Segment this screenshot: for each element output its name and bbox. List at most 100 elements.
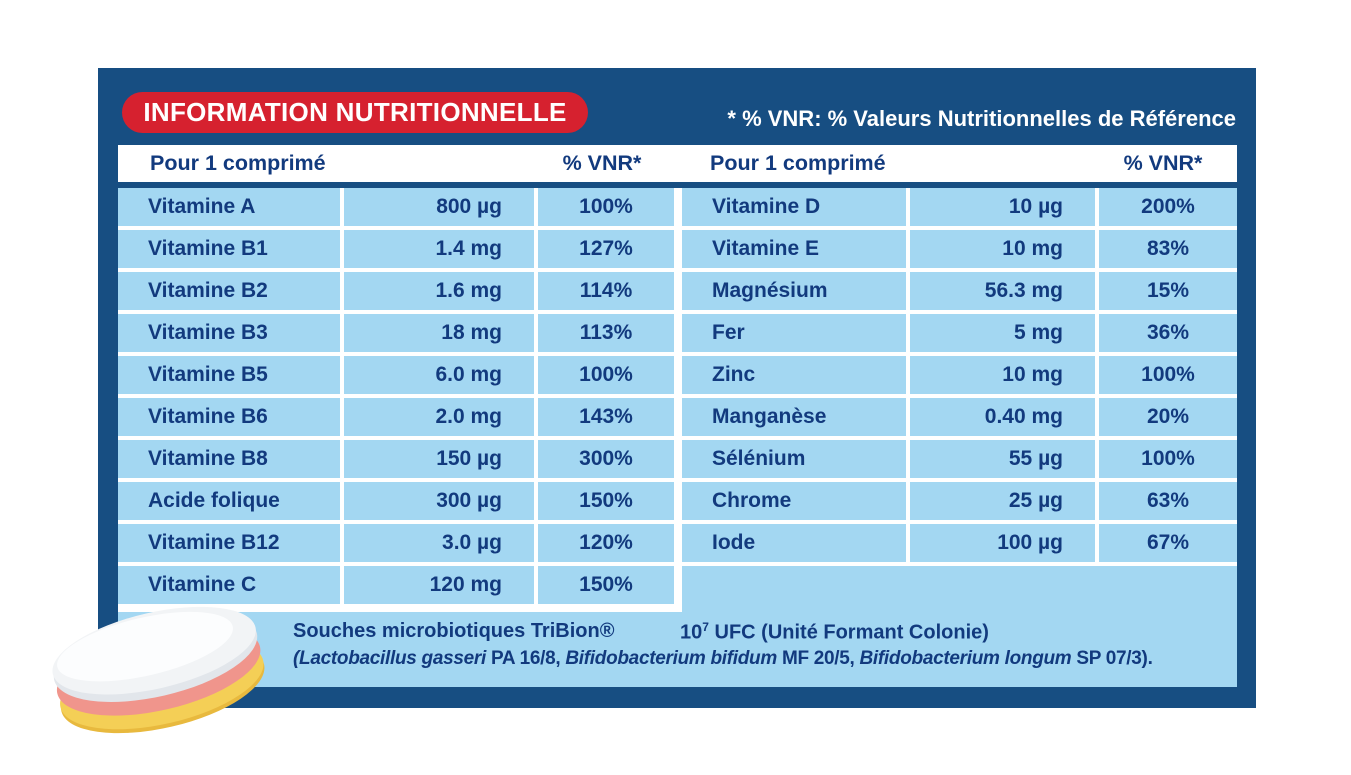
nutrient-vnr: 20% bbox=[1099, 398, 1237, 440]
nutrient-amount: 1.6 mg bbox=[344, 272, 538, 314]
right-nutrient-table: Vitamine D 10 µg 200% Vitamine E 10 mg 83% Mag… bbox=[682, 188, 1237, 566]
nutrient-amount: 25 µg bbox=[910, 482, 1099, 524]
nutrient-row: Vitamine C 120 mg 150% bbox=[118, 566, 674, 608]
nutrient-amount: 10 mg bbox=[910, 230, 1099, 272]
nutrient-name: Sélénium bbox=[682, 440, 910, 482]
nutrient-row: Vitamine B12 3.0 µg 120% bbox=[118, 524, 674, 566]
left-vnr-header: % VNR* bbox=[562, 151, 642, 175]
nutrient-amount: 800 µg bbox=[344, 188, 538, 230]
title-badge: INFORMATION NUTRITIONNELLE bbox=[122, 92, 588, 133]
nutrient-vnr: 100% bbox=[538, 188, 674, 230]
nutrient-name: Chrome bbox=[682, 482, 910, 524]
nutrient-row: Manganèse 0.40 mg 20% bbox=[682, 398, 1237, 440]
nutrient-name: Vitamine B2 bbox=[118, 272, 344, 314]
nutrient-vnr: 100% bbox=[538, 356, 674, 398]
nutrient-row: Vitamine B8 150 µg 300% bbox=[118, 440, 674, 482]
nutrient-name: Acide folique bbox=[118, 482, 344, 524]
nutrient-row: Vitamine B3 18 mg 113% bbox=[118, 314, 674, 356]
nutrient-amount: 100 µg bbox=[910, 524, 1099, 566]
nutrient-name: Iode bbox=[682, 524, 910, 566]
nutrient-amount: 10 µg bbox=[910, 188, 1099, 230]
cfu-value: 107 UFC (Unité Formant Colonie) bbox=[680, 620, 989, 644]
nutrient-amount: 300 µg bbox=[344, 482, 538, 524]
nutrient-amount: 2.0 mg bbox=[344, 398, 538, 440]
title-text: INFORMATION NUTRITIONNELLE bbox=[143, 97, 567, 127]
nutrient-amount: 5 mg bbox=[910, 314, 1099, 356]
nutrient-row: Sélénium 55 µg 100% bbox=[682, 440, 1237, 482]
nutrient-name: Vitamine B5 bbox=[118, 356, 344, 398]
nutrient-row: Magnésium 56.3 mg 15% bbox=[682, 272, 1237, 314]
nutrient-name: Vitamine B8 bbox=[118, 440, 344, 482]
nutrient-row: Vitamine D 10 µg 200% bbox=[682, 188, 1237, 230]
table-area: Vitamine A 800 µg 100% Vitamine B1 1.4 mg 127… bbox=[118, 188, 1237, 687]
nutrient-amount: 10 mg bbox=[910, 356, 1099, 398]
nutrient-amount: 18 mg bbox=[344, 314, 538, 356]
nutrient-name: Vitamine D bbox=[682, 188, 910, 230]
left-serving-header: Pour 1 comprimé bbox=[150, 151, 326, 175]
nutrient-vnr: 300% bbox=[538, 440, 674, 482]
nutrient-vnr: 120% bbox=[538, 524, 674, 566]
nutrient-name: Zinc bbox=[682, 356, 910, 398]
nutrient-vnr: 15% bbox=[1099, 272, 1237, 314]
nutrient-vnr: 200% bbox=[1099, 188, 1237, 230]
nutrient-name: Magnésium bbox=[682, 272, 910, 314]
nutrient-vnr: 114% bbox=[538, 272, 674, 314]
nutrition-panel: INFORMATION NUTRITIONNELLE * % VNR: % Va… bbox=[98, 68, 1256, 708]
nutrient-row: Vitamine B2 1.6 mg 114% bbox=[118, 272, 674, 314]
nutrient-vnr: 100% bbox=[1099, 440, 1237, 482]
nutrient-row: Vitamine B5 6.0 mg 100% bbox=[118, 356, 674, 398]
left-nutrient-table: Vitamine A 800 µg 100% Vitamine B1 1.4 mg 127… bbox=[118, 188, 674, 608]
nutrient-amount: 55 µg bbox=[910, 440, 1099, 482]
nutrient-amount: 6.0 mg bbox=[344, 356, 538, 398]
nutrient-row: Chrome 25 µg 63% bbox=[682, 482, 1237, 524]
vnr-footnote: * % VNR: % Valeurs Nutritionnelles de Ré… bbox=[727, 106, 1236, 131]
nutrient-vnr: 150% bbox=[538, 482, 674, 524]
nutrient-name: Manganèse bbox=[682, 398, 910, 440]
nutrient-vnr: 150% bbox=[538, 566, 674, 608]
nutrient-vnr: 67% bbox=[1099, 524, 1237, 566]
nutrient-vnr: 83% bbox=[1099, 230, 1237, 272]
nutrient-row: Vitamine B1 1.4 mg 127% bbox=[118, 230, 674, 272]
strains-list: (Lactobacillus gasseri PA 16/8, Bifidoba… bbox=[293, 647, 1153, 669]
nutrient-row: Zinc 10 mg 100% bbox=[682, 356, 1237, 398]
tablet-illustration bbox=[36, 596, 284, 758]
column-header-row: Pour 1 comprimé % VNR* Pour 1 comprimé %… bbox=[118, 145, 1237, 182]
nutrient-row: Fer 5 mg 36% bbox=[682, 314, 1237, 356]
species-1: Lactobacillus gasseri bbox=[299, 647, 486, 669]
nutrient-row: Vitamine E 10 mg 83% bbox=[682, 230, 1237, 272]
nutrient-name: Fer bbox=[682, 314, 910, 356]
nutrient-vnr: 63% bbox=[1099, 482, 1237, 524]
nutrient-row: Vitamine A 800 µg 100% bbox=[118, 188, 674, 230]
nutrient-name: Vitamine B6 bbox=[118, 398, 344, 440]
nutrient-row: Vitamine B6 2.0 mg 143% bbox=[118, 398, 674, 440]
strain-code-2: MF 20/5, bbox=[776, 647, 860, 669]
nutrient-amount: 120 mg bbox=[344, 566, 538, 608]
right-serving-header: Pour 1 comprimé bbox=[710, 151, 886, 175]
nutrient-name: Vitamine C bbox=[118, 566, 344, 608]
nutrient-vnr: 100% bbox=[1099, 356, 1237, 398]
nutrient-amount: 3.0 µg bbox=[344, 524, 538, 566]
nutrient-amount: 150 µg bbox=[344, 440, 538, 482]
strain-code-1: PA 16/8, bbox=[485, 647, 566, 669]
nutrient-name: Vitamine B1 bbox=[118, 230, 344, 272]
nutrient-vnr: 143% bbox=[538, 398, 674, 440]
nutrient-name: Vitamine E bbox=[682, 230, 910, 272]
right-vnr-header: % VNR* bbox=[1123, 151, 1203, 175]
nutrient-amount: 1.4 mg bbox=[344, 230, 538, 272]
nutrient-vnr: 36% bbox=[1099, 314, 1237, 356]
nutrient-name: Vitamine B3 bbox=[118, 314, 344, 356]
strains-line: Souches microbiotiques TriBion® 107 UFC … bbox=[118, 612, 1237, 645]
tablet-icon bbox=[52, 606, 265, 734]
nutrient-row: Iode 100 µg 67% bbox=[682, 524, 1237, 566]
nutrient-name: Vitamine B12 bbox=[118, 524, 344, 566]
strains-label: Souches microbiotiques TriBion® bbox=[293, 620, 615, 642]
nutrient-name: Vitamine A bbox=[118, 188, 344, 230]
species-2: Bifidobacterium bifidum bbox=[565, 647, 777, 669]
species-3: Bifidobacterium longum bbox=[859, 647, 1072, 669]
nutrient-vnr: 127% bbox=[538, 230, 674, 272]
nutrient-amount: 56.3 mg bbox=[910, 272, 1099, 314]
strain-code-3: SP 07/3). bbox=[1071, 647, 1153, 669]
nutrient-row: Acide folique 300 µg 150% bbox=[118, 482, 674, 524]
microbiotic-footer: Souches microbiotiques TriBion® 107 UFC … bbox=[118, 612, 1237, 687]
nutrient-vnr: 113% bbox=[538, 314, 674, 356]
